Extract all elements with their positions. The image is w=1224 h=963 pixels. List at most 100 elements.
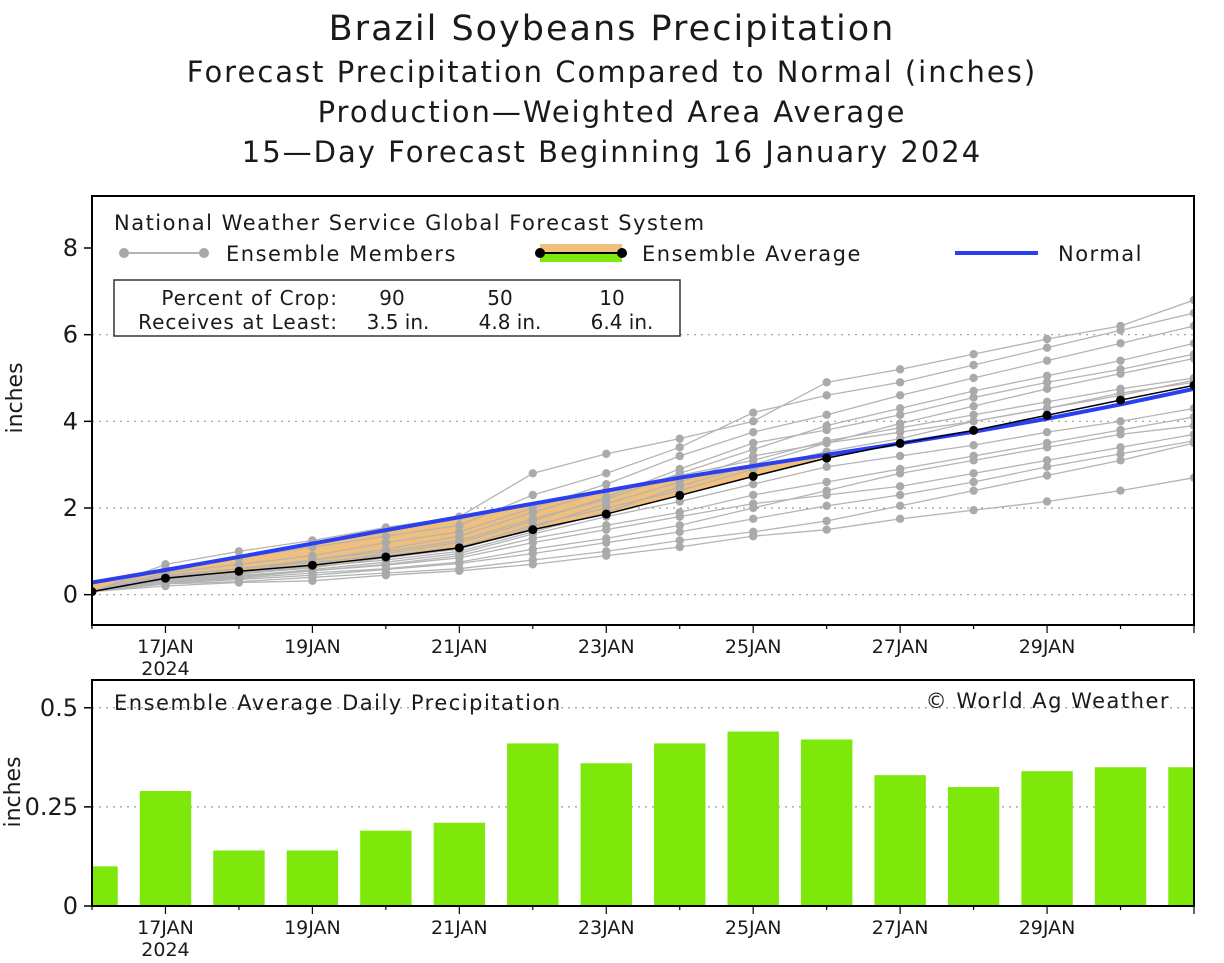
ensemble-member-point xyxy=(1189,412,1194,422)
ensemble-member-point xyxy=(1042,334,1052,344)
ensemble-member-point xyxy=(969,440,978,450)
ensemble-member-point xyxy=(528,549,537,558)
ensemble-member-point xyxy=(602,499,611,508)
ensemble-member-line xyxy=(92,407,1194,593)
ensemble-member-point xyxy=(1042,404,1052,413)
ensemble-member-point xyxy=(749,479,758,489)
daily-precip-bar xyxy=(1094,767,1147,906)
ensemble-member-point xyxy=(822,477,831,487)
crop-row1-value-1: 90 xyxy=(379,286,404,310)
ensemble-member-point xyxy=(895,482,905,491)
normal-line xyxy=(92,386,1194,585)
ensemble-member-point xyxy=(1042,378,1052,387)
ensemble-member-line xyxy=(92,440,1194,593)
ensemble-member-point xyxy=(749,514,758,524)
bottom-gridlines xyxy=(92,707,1194,808)
legend-members-label: Ensemble Members xyxy=(226,242,457,266)
ensemble-member-point xyxy=(381,531,391,541)
ensemble-member-point xyxy=(1189,308,1194,318)
top-x-tick-label: 23JAN xyxy=(578,636,635,658)
ensemble-member-point xyxy=(455,566,464,576)
chart-titles: Brazil Soybeans Precipitation Forecast P… xyxy=(0,6,1224,172)
ensemble-member-point xyxy=(969,486,978,495)
ensemble-member-point xyxy=(308,570,317,580)
ensemble-member-point xyxy=(895,490,905,500)
ensemble-member-point xyxy=(822,490,831,500)
crop-row2-label: Receives at Least: xyxy=(138,310,338,334)
ensemble-member-point xyxy=(1042,456,1052,465)
crop-row2-value-2: 4.8 in. xyxy=(479,310,542,334)
ensemble-average-point xyxy=(895,438,905,448)
daily-precip-bar xyxy=(580,763,632,906)
ensemble-member-point xyxy=(1042,397,1052,407)
bottom-x-tick-label: 23JAN xyxy=(578,917,635,939)
daily-precip-bar xyxy=(727,731,779,906)
bottom-y-axis: 0 0.25 0.5 xyxy=(25,694,92,920)
ensemble-member-point xyxy=(822,501,831,511)
ensemble-member-point xyxy=(895,451,905,461)
ensemble-member-point xyxy=(1116,449,1125,459)
ensemble-member-point xyxy=(1116,326,1125,335)
ensemble-member-point xyxy=(1189,295,1194,305)
ensemble-member-point xyxy=(602,538,611,547)
ensemble-member-point xyxy=(895,365,905,374)
ensemble-member-point xyxy=(969,469,978,478)
daily-precip-bar xyxy=(1168,767,1194,906)
ensemble-member-point xyxy=(1116,443,1125,452)
ensemble-average-point xyxy=(601,509,611,519)
ensemble-member-line xyxy=(92,299,1194,593)
ensemble-member-point xyxy=(234,547,244,556)
ensemble-member-point xyxy=(602,449,611,459)
ensemble-member-point xyxy=(1042,371,1052,381)
ensemble-member-point xyxy=(675,527,684,537)
ensemble-member-line xyxy=(92,312,1194,593)
ensemble-member-point xyxy=(1042,471,1052,480)
daily-precip-bar xyxy=(139,791,192,906)
ensemble-member-point xyxy=(969,417,978,426)
bottom-panel-title: Ensemble Average Daily Precipitation xyxy=(114,691,562,715)
crop-row1-value-2: 50 xyxy=(487,286,512,310)
copyright-label: © World Ag Weather xyxy=(926,689,1170,713)
ensemble-member-point xyxy=(822,425,831,435)
chart-subtitle-2: Production—Weighted Area Average xyxy=(317,95,907,129)
ensemble-member-point xyxy=(822,438,831,448)
ensemble-member-point xyxy=(1116,339,1125,348)
ensemble-member-point xyxy=(1116,486,1125,495)
legend-average-key xyxy=(535,244,627,262)
ensemble-member-point xyxy=(675,451,684,461)
top-y-tick-label: 8 xyxy=(63,234,78,262)
ensemble-member-point xyxy=(895,469,905,478)
bottom-x-tick-sublabel: 2024 xyxy=(141,939,189,961)
ensemble-member-point xyxy=(1189,436,1194,446)
ensemble-member-point xyxy=(1042,427,1052,437)
daily-precip-bar xyxy=(286,850,339,906)
ensemble-member-point xyxy=(749,451,758,461)
ensemble-member-point xyxy=(749,408,758,417)
ensemble-member-line xyxy=(92,357,1194,593)
top-x-tick-label: 25JAN xyxy=(725,636,782,658)
ensemble-member-point xyxy=(381,538,391,547)
ensemble-average-point xyxy=(528,525,538,535)
ensemble-average-line xyxy=(92,384,1194,593)
ensemble-member-point xyxy=(969,393,978,402)
ensemble-member-point xyxy=(1189,404,1194,413)
ensemble-member-point xyxy=(528,490,537,500)
ensemble-member-line xyxy=(92,442,1194,593)
bottom-y-tick-label: 0 xyxy=(63,892,78,920)
top-y-axis-label: inches xyxy=(3,362,28,433)
ensemble-average-point xyxy=(1042,410,1052,420)
legend-members-key xyxy=(119,248,209,258)
ensemble-member-point xyxy=(749,417,758,426)
daily-precip-bar xyxy=(1021,771,1073,906)
ensemble-member-point xyxy=(675,464,684,474)
ensemble-member-line xyxy=(92,433,1194,593)
ensemble-member-point xyxy=(749,499,758,508)
legend-normal-label: Normal xyxy=(1058,242,1143,266)
ensemble-member-point xyxy=(675,512,684,521)
bottom-x-tick-label: 21JAN xyxy=(431,917,488,939)
top-y-tick-label: 4 xyxy=(63,407,78,435)
legend-model-label: National Weather Service Global Forecast… xyxy=(114,211,706,235)
ensemble-member-point xyxy=(895,410,905,420)
ensemble-member-line xyxy=(92,325,1194,593)
